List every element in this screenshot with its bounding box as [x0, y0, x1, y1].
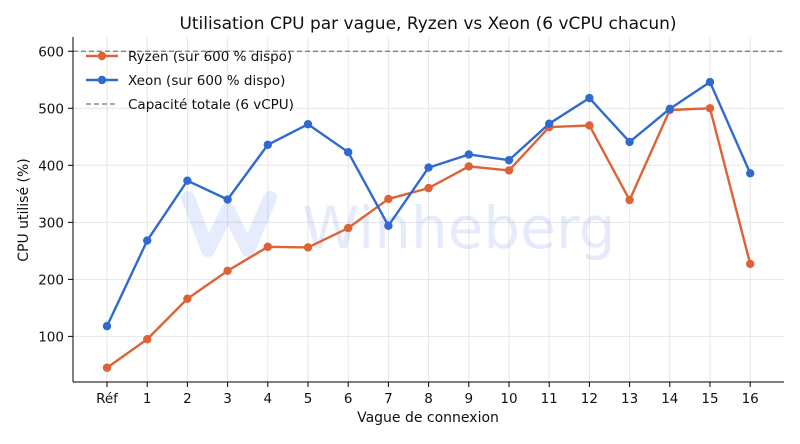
x-tick-label: 3 — [223, 391, 232, 407]
x-tick-label: 5 — [304, 391, 313, 407]
data-point — [223, 266, 232, 276]
y-tick-label: 600 — [38, 44, 64, 60]
data-point — [263, 242, 272, 252]
x-tick-label: 9 — [465, 391, 474, 407]
legend-entry: Xeon (sur 600 % dispo) — [86, 73, 285, 89]
y-tick-label: 500 — [38, 101, 64, 117]
y-tick-label: 400 — [38, 158, 64, 174]
watermark-text: Winheberg — [302, 194, 616, 262]
chart-title: Utilisation CPU par vague, Ryzen vs Xeon… — [179, 14, 676, 34]
y-axis-label: CPU utilisé (%) — [16, 158, 32, 262]
series-2 — [102, 77, 755, 331]
data-point — [143, 236, 152, 245]
data-point — [143, 335, 152, 344]
data-point — [585, 121, 594, 130]
data-point — [303, 120, 313, 129]
data-point — [424, 183, 433, 193]
legend-label: Capacité totale (6 vCPU) — [128, 97, 294, 113]
data-point — [665, 104, 674, 114]
data-point — [746, 169, 755, 178]
x-axis-label: Vague de connexion — [357, 410, 499, 426]
series-layer — [102, 77, 755, 372]
x-tick-label: 13 — [621, 391, 638, 407]
data-point — [384, 194, 393, 204]
data-point — [102, 321, 112, 331]
x-tick-label: 14 — [661, 391, 678, 407]
legend-label: Ryzen (sur 600 % dispo) — [128, 49, 292, 65]
tick-labels: Réf 1 2 3 4 5 6 7 8 9 10 11 12 13 14 15 1610020030040050… — [38, 44, 759, 407]
data-point — [464, 150, 473, 159]
data-point — [183, 176, 192, 185]
x-tick-label: 4 — [264, 391, 273, 407]
data-point — [625, 195, 634, 205]
y-tick-label: 100 — [38, 329, 64, 345]
data-point — [344, 147, 353, 157]
data-point — [705, 77, 715, 87]
data-point — [344, 223, 353, 233]
x-tick-label: 12 — [581, 391, 598, 407]
y-tick-label: 300 — [38, 215, 64, 231]
x-tick-label: 10 — [500, 391, 517, 407]
data-point — [183, 294, 192, 303]
x-tick-label: 8 — [424, 391, 433, 407]
data-point — [384, 221, 393, 230]
x-tick-label: 2 — [183, 391, 192, 407]
x-tick-label: 1 — [143, 391, 152, 407]
watermark-logo-icon — [181, 191, 277, 257]
x-tick-label: 15 — [701, 391, 718, 407]
data-point — [705, 104, 715, 113]
legend-swatch-marker — [97, 75, 107, 85]
data-point — [545, 119, 554, 128]
legend-swatch-marker — [97, 51, 107, 61]
data-point — [303, 243, 313, 252]
data-point — [504, 155, 514, 165]
data-point — [746, 259, 755, 269]
data-point — [223, 195, 232, 204]
data-point — [504, 166, 514, 175]
data-point — [585, 93, 594, 103]
watermark: Winheberg — [181, 191, 616, 262]
x-tick-label: Réf — [96, 391, 119, 407]
data-point — [102, 363, 112, 372]
x-tick-label: 7 — [384, 391, 393, 407]
data-point — [464, 162, 473, 171]
data-point — [263, 140, 272, 149]
y-tick-label: 200 — [38, 272, 64, 288]
legend-label: Xeon (sur 600 % dispo) — [128, 73, 285, 89]
x-tick-label: 16 — [742, 391, 759, 407]
x-tick-label: 6 — [344, 391, 353, 407]
legend-entry: Capacité totale (6 vCPU) — [86, 97, 294, 113]
data-point — [625, 137, 634, 147]
legend: Ryzen (sur 600 % dispo) Xeon (sur 600 % d… — [86, 49, 294, 113]
x-tick-label: 11 — [541, 391, 558, 407]
legend-entry: Ryzen (sur 600 % dispo) — [86, 49, 292, 65]
data-point — [424, 163, 433, 172]
